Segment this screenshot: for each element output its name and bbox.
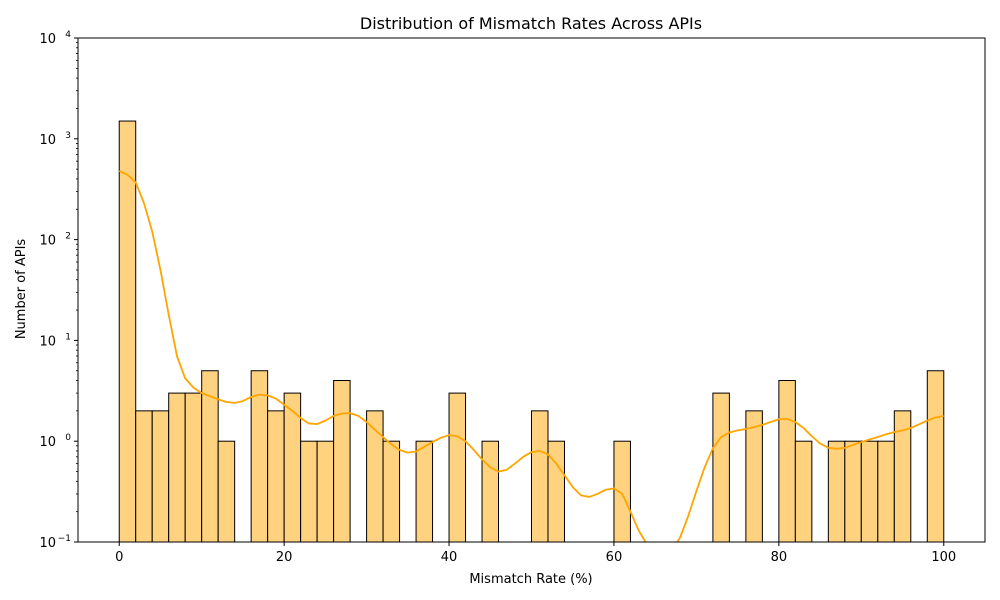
histogram-bar (481, 440, 500, 543)
histogram-bar (267, 410, 285, 543)
histogram-bar (135, 410, 153, 543)
y-tick-label: 10 (39, 334, 56, 349)
y-tick-label: 10 (39, 133, 56, 148)
histogram-bar (151, 410, 170, 543)
y-tick-exponent: 3 (65, 131, 71, 141)
x-tick-label: 80 (771, 550, 788, 565)
histogram-bar (613, 440, 631, 543)
histogram-bar (333, 380, 351, 543)
plot-frame (77, 37, 986, 543)
histogram-bar (860, 440, 879, 543)
y-tick-exponent: 0 (65, 433, 71, 443)
histogram-bar (745, 410, 763, 543)
y-axis-label: Number of APIs (14, 239, 29, 340)
histogram-bar (168, 392, 186, 543)
histogram-bar (382, 440, 401, 543)
x-tick-label: 0 (115, 550, 123, 565)
y-tick-label: 10 (39, 234, 56, 249)
y-tick-exponent: −1 (58, 534, 71, 544)
histogram-bar (778, 380, 796, 543)
histogram-bar (415, 440, 434, 543)
histogram-bar (184, 392, 203, 543)
y-tick-label: 10 (39, 435, 56, 450)
histogram-bar (118, 120, 137, 543)
histogram-bar (316, 440, 335, 543)
histogram-bar (844, 440, 862, 543)
histogram-bar (827, 440, 846, 543)
x-axis-label: Mismatch Rate (%) (469, 572, 592, 587)
bars-group (118, 120, 945, 543)
histogram-bar (712, 392, 730, 543)
histogram-bar (300, 440, 318, 543)
y-tick-exponent: 4 (65, 30, 71, 40)
histogram-bar (448, 392, 467, 543)
x-tick-label: 40 (441, 550, 458, 565)
kde-group (118, 170, 944, 542)
y-tick-label: 10 (39, 32, 56, 47)
chart-title: Distribution of Mismatch Rates Across AP… (360, 14, 702, 33)
histogram-bar (531, 410, 549, 543)
histogram-bar (926, 370, 945, 543)
kde-line (118, 170, 944, 542)
x-tick-label: 60 (606, 550, 623, 565)
histogram-bar (794, 440, 813, 543)
histogram-bar (217, 440, 236, 543)
y-tick-label: 10 (39, 536, 56, 551)
x-axis: 0 20 40 60 80 100 (115, 542, 956, 565)
x-tick-label: 20 (276, 550, 293, 565)
histogram-bar (877, 440, 895, 543)
y-tick-exponent: 2 (65, 232, 71, 242)
x-tick-label: 100 (931, 550, 956, 565)
y-tick-exponent: 1 (65, 332, 71, 342)
